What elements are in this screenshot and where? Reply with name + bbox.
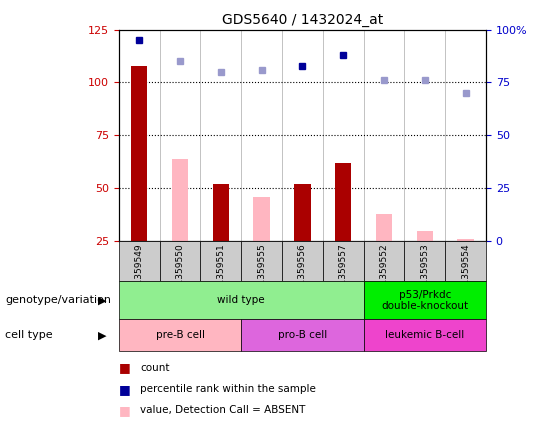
Bar	[363, 319, 486, 351]
Text: leukemic B-cell: leukemic B-cell	[385, 330, 464, 340]
Text: percentile rank within the sample: percentile rank within the sample	[140, 384, 316, 394]
Bar	[417, 231, 433, 241]
Bar	[119, 281, 363, 319]
Bar	[445, 241, 486, 281]
Text: pre-B cell: pre-B cell	[156, 330, 205, 340]
Bar	[253, 197, 270, 241]
Text: GSM1359556: GSM1359556	[298, 243, 307, 304]
Text: GSM1359557: GSM1359557	[339, 243, 348, 304]
Bar	[376, 214, 392, 241]
Bar	[172, 159, 188, 241]
Bar	[200, 241, 241, 281]
Bar	[119, 241, 160, 281]
Bar	[119, 319, 241, 351]
Text: ■: ■	[119, 404, 131, 417]
Bar	[404, 241, 445, 281]
Title: GDS5640 / 1432024_at: GDS5640 / 1432024_at	[222, 13, 383, 27]
Text: count: count	[140, 363, 170, 373]
Bar	[363, 281, 486, 319]
Text: ▶: ▶	[98, 295, 107, 305]
Bar	[213, 184, 229, 241]
Text: pro-B cell: pro-B cell	[278, 330, 327, 340]
Text: ■: ■	[119, 362, 131, 374]
Bar	[282, 241, 323, 281]
Bar	[457, 239, 474, 241]
Bar	[131, 66, 147, 241]
Bar	[160, 241, 200, 281]
Text: GSM1359554: GSM1359554	[461, 243, 470, 304]
Bar	[363, 241, 404, 281]
Bar	[335, 163, 352, 241]
Text: cell type: cell type	[5, 330, 53, 340]
Text: GSM1359555: GSM1359555	[257, 243, 266, 304]
Bar	[241, 241, 282, 281]
Text: GSM1359553: GSM1359553	[420, 243, 429, 304]
Text: GSM1359551: GSM1359551	[217, 243, 225, 304]
Text: ▶: ▶	[98, 330, 107, 340]
Text: genotype/variation: genotype/variation	[5, 295, 111, 305]
Bar	[241, 319, 363, 351]
Text: GSM1359549: GSM1359549	[134, 243, 144, 304]
Text: wild type: wild type	[218, 295, 265, 305]
Text: value, Detection Call = ABSENT: value, Detection Call = ABSENT	[140, 405, 306, 415]
Text: GSM1359552: GSM1359552	[380, 243, 388, 304]
Text: p53/Prkdc
double-knockout: p53/Prkdc double-knockout	[381, 289, 468, 311]
Text: GSM1359550: GSM1359550	[176, 243, 185, 304]
Text: ■: ■	[119, 383, 131, 396]
Bar	[294, 184, 310, 241]
Bar	[323, 241, 363, 281]
